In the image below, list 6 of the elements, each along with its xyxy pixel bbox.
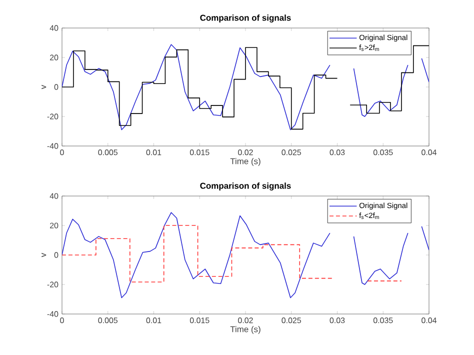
y-axis-title: v — [42, 84, 46, 90]
x-axis-title: Time (s) — [230, 158, 260, 166]
y-axis-title: v — [42, 252, 46, 258]
x-axis-title: Time (s) — [230, 326, 260, 334]
chart-title: Comparison of signals — [200, 182, 291, 190]
chart-title: Comparison of signals — [200, 14, 291, 22]
